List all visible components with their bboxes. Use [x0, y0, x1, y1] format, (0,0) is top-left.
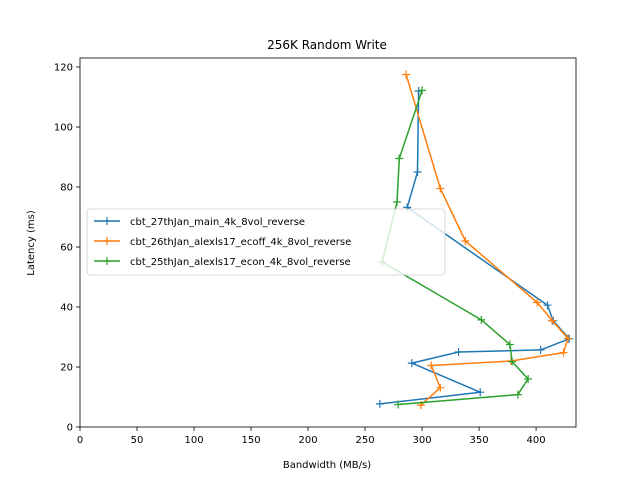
legend-marker-0	[103, 217, 111, 225]
series-2-point-3	[508, 357, 517, 366]
legend: cbt_27thJan_main_4k_8vol_reverse cbt_26th…	[86, 208, 446, 276]
y-tick-label-4: 80	[60, 183, 73, 194]
x-tick-label-3: 150	[241, 435, 260, 446]
series-2-point-8	[395, 154, 404, 163]
x-tick-label-8: 400	[527, 435, 546, 446]
y-axis: 0 20 40 60 80 100 120	[54, 63, 80, 434]
legend-label-1: cbt_26thJan_alexls17_ecoff_4k_8vol_rever…	[130, 237, 351, 248]
plot-frame	[79, 57, 577, 428]
legend-label-2: cbt_25thJan_alexls17_econ_4k_8vol_revers…	[130, 257, 351, 268]
x-tick-label-5: 250	[356, 435, 375, 446]
series-1-point-7	[533, 298, 542, 307]
y-tick-label-6: 120	[54, 63, 73, 74]
series-0-point-4	[536, 345, 545, 354]
series-1-point-9	[436, 184, 445, 193]
series-2-point-9	[418, 86, 427, 95]
x-tick-label-6: 300	[413, 435, 432, 446]
series-1-point-6	[548, 316, 557, 325]
x-tick-label-1: 50	[131, 435, 144, 446]
series-2-point-1	[513, 390, 522, 399]
series-line-2	[381, 90, 529, 406]
series-1-point-10	[402, 70, 411, 79]
plot-area	[79, 57, 577, 428]
series-2-point-4	[505, 340, 514, 349]
legend-box	[86, 208, 446, 276]
chart-title: 256K Random Write	[267, 38, 387, 52]
y-tick-label-3: 60	[60, 243, 73, 254]
series-2-point-2	[524, 375, 533, 383]
series-1-point-2	[427, 361, 436, 370]
series-2-point-0	[394, 400, 403, 409]
legend-marker-2	[103, 257, 111, 265]
x-axis: 0 50 100 150 200 250 300 350 400	[77, 427, 546, 446]
series-1-point-4	[559, 348, 568, 357]
series-0-point-2	[407, 359, 416, 368]
y-tick-label-2: 40	[60, 303, 73, 314]
x-tick-label-0: 0	[77, 435, 83, 446]
x-axis-label: Bandwidth (MB/s)	[283, 460, 371, 471]
series-1-point-1	[436, 383, 445, 392]
x-tick-label-2: 100	[184, 435, 203, 446]
y-axis-label: Latency (ms)	[26, 210, 37, 276]
series-2-point-5	[477, 315, 486, 324]
legend-marker-1	[103, 237, 111, 245]
x-tick-label-4: 200	[298, 435, 317, 446]
series-0-point-7	[543, 301, 552, 310]
y-tick-label-5: 100	[54, 123, 73, 134]
series-0-point-0	[375, 399, 384, 408]
legend-label-0: cbt_27thJan_main_4k_8vol_reverse	[130, 217, 305, 228]
series-1-point-8	[461, 237, 470, 245]
y-tick-label-1: 20	[60, 363, 73, 374]
series-0-point-1	[476, 388, 485, 397]
x-tick-label-7: 350	[470, 435, 489, 446]
series-2-point-7	[392, 198, 401, 206]
y-tick-label-0: 0	[67, 423, 73, 434]
series-0-point-9	[413, 168, 422, 176]
series-1-point-5	[564, 334, 573, 343]
series-0-point-3	[454, 348, 463, 356]
